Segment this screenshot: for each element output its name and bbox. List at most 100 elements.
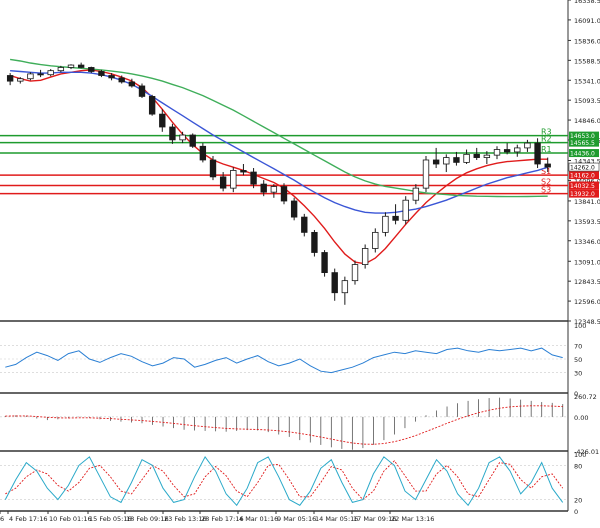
level-price-box [569,171,599,180]
rsi-tick-label: 70 [574,342,582,350]
candle-body [321,252,328,274]
moving-average-line [9,58,548,198]
stoch-signal-line [5,460,564,501]
stoch-tick-label: 20 [574,497,582,505]
stoch-main-line [4,455,564,507]
candle-body [57,67,65,72]
candle-body [402,199,409,221]
price-tick-label: 15341.0 [574,77,600,85]
price-tick-label: 13593.5 [574,218,600,226]
stoch-tick-label: 0 [574,508,578,516]
level-price-label: 14565.5 [570,140,595,147]
candle-body [189,134,196,147]
x-tick-label: 18 Feb 09:16 [126,515,169,523]
macd-tick-label: 0.00 [574,414,588,422]
candle-body [514,147,521,153]
level-price-box [569,149,599,158]
candle-body [199,145,207,161]
candle-body [351,264,359,282]
candle-body [534,142,541,165]
candle-body [270,186,278,193]
level-label-s2: S2 [541,178,551,187]
x-tick-label: 4 Feb 17:16 [9,515,48,523]
price-tick-label: 16091.0 [574,17,600,25]
candle-body [311,231,318,253]
candle-body [453,157,460,163]
price-tick-label: 14343.5 [574,158,600,166]
candle-body [88,67,95,72]
x-tick-label: 22 Mar 13:16 [391,515,434,523]
candle-body [209,159,217,178]
level-price-box [569,181,599,190]
candle-body [443,157,450,165]
rsi-line [5,347,563,374]
candle-body [169,126,176,141]
price-tick-label: 15588.5 [574,57,600,65]
candle-body [47,70,54,76]
candle-body [98,71,105,76]
rsi-tick-label: 30 [574,370,582,378]
candle-body [138,85,146,97]
price-tick-label: 12596.0 [574,298,600,306]
price-tick-label: 13091.0 [574,258,600,266]
candle-body [128,81,136,87]
level-label-r1: R1 [541,145,552,154]
candle-body [392,215,399,221]
level-price-box [569,131,599,140]
macd-tick-label: 260.72 [574,393,597,401]
candle-body [483,154,491,158]
candle-body [67,64,75,68]
candle-body [179,134,186,141]
candle-body [422,159,430,189]
level-label-s1: S1 [541,167,551,176]
candle-body [290,200,298,218]
candle-body [503,149,511,153]
level-label-r3: R3 [541,128,552,137]
candle-body [372,231,379,249]
candle-body [260,183,267,193]
price-tick-label: 13841.0 [574,198,600,206]
x-tick-label: 15 Feb 05:16 [89,515,132,523]
price-tick-label: 14096.0 [574,177,600,185]
level-price-label: 13932.0 [570,191,595,198]
level-price-box [569,189,599,198]
candle-body [250,171,257,185]
candle-body [6,75,14,82]
rsi-tick-label: 0 [574,390,578,398]
candle-body [108,75,115,79]
level-price-label: 14436.0 [570,151,595,158]
level-price-label: 14162.0 [570,173,595,180]
price-tick-label: 15093.5 [574,97,600,105]
x-tick-label: 23 Feb 13:16 [164,515,207,523]
x-tick-label: 10 Feb 01:16 [49,515,92,523]
candle-body [219,176,227,189]
price-tick-label: 13346.0 [574,238,600,246]
stoch-tick-label: 100 [574,451,586,459]
candle-body [159,113,166,128]
candle-body [463,153,470,163]
current-price-box [568,162,600,172]
x-tick-label: 17 Mar 09:16 [353,515,396,523]
level-label-s3: S3 [541,186,551,195]
candle-body [432,159,440,165]
candle-body [473,153,480,158]
candle-body [240,170,247,173]
rsi-tick-label: 50 [574,356,582,364]
candle-body [17,78,24,82]
candle-body [77,64,85,68]
x-tick-label: 4 Mar 01:16 [239,515,278,523]
candle-body [341,280,349,294]
level-price-label: 14653.0 [570,133,595,140]
price-tick-label: 12348.5 [574,318,600,326]
candle-body [544,163,551,168]
price-tick-label: 14846.0 [574,117,600,125]
rsi-tick-label: 100 [574,322,586,330]
candle-body [331,272,338,294]
macd-signal-line [5,405,563,445]
price-tick-label: 15836.0 [574,37,600,45]
x-tick-label: 9 Mar 05:16 [277,515,316,523]
level-price-box [569,138,599,147]
